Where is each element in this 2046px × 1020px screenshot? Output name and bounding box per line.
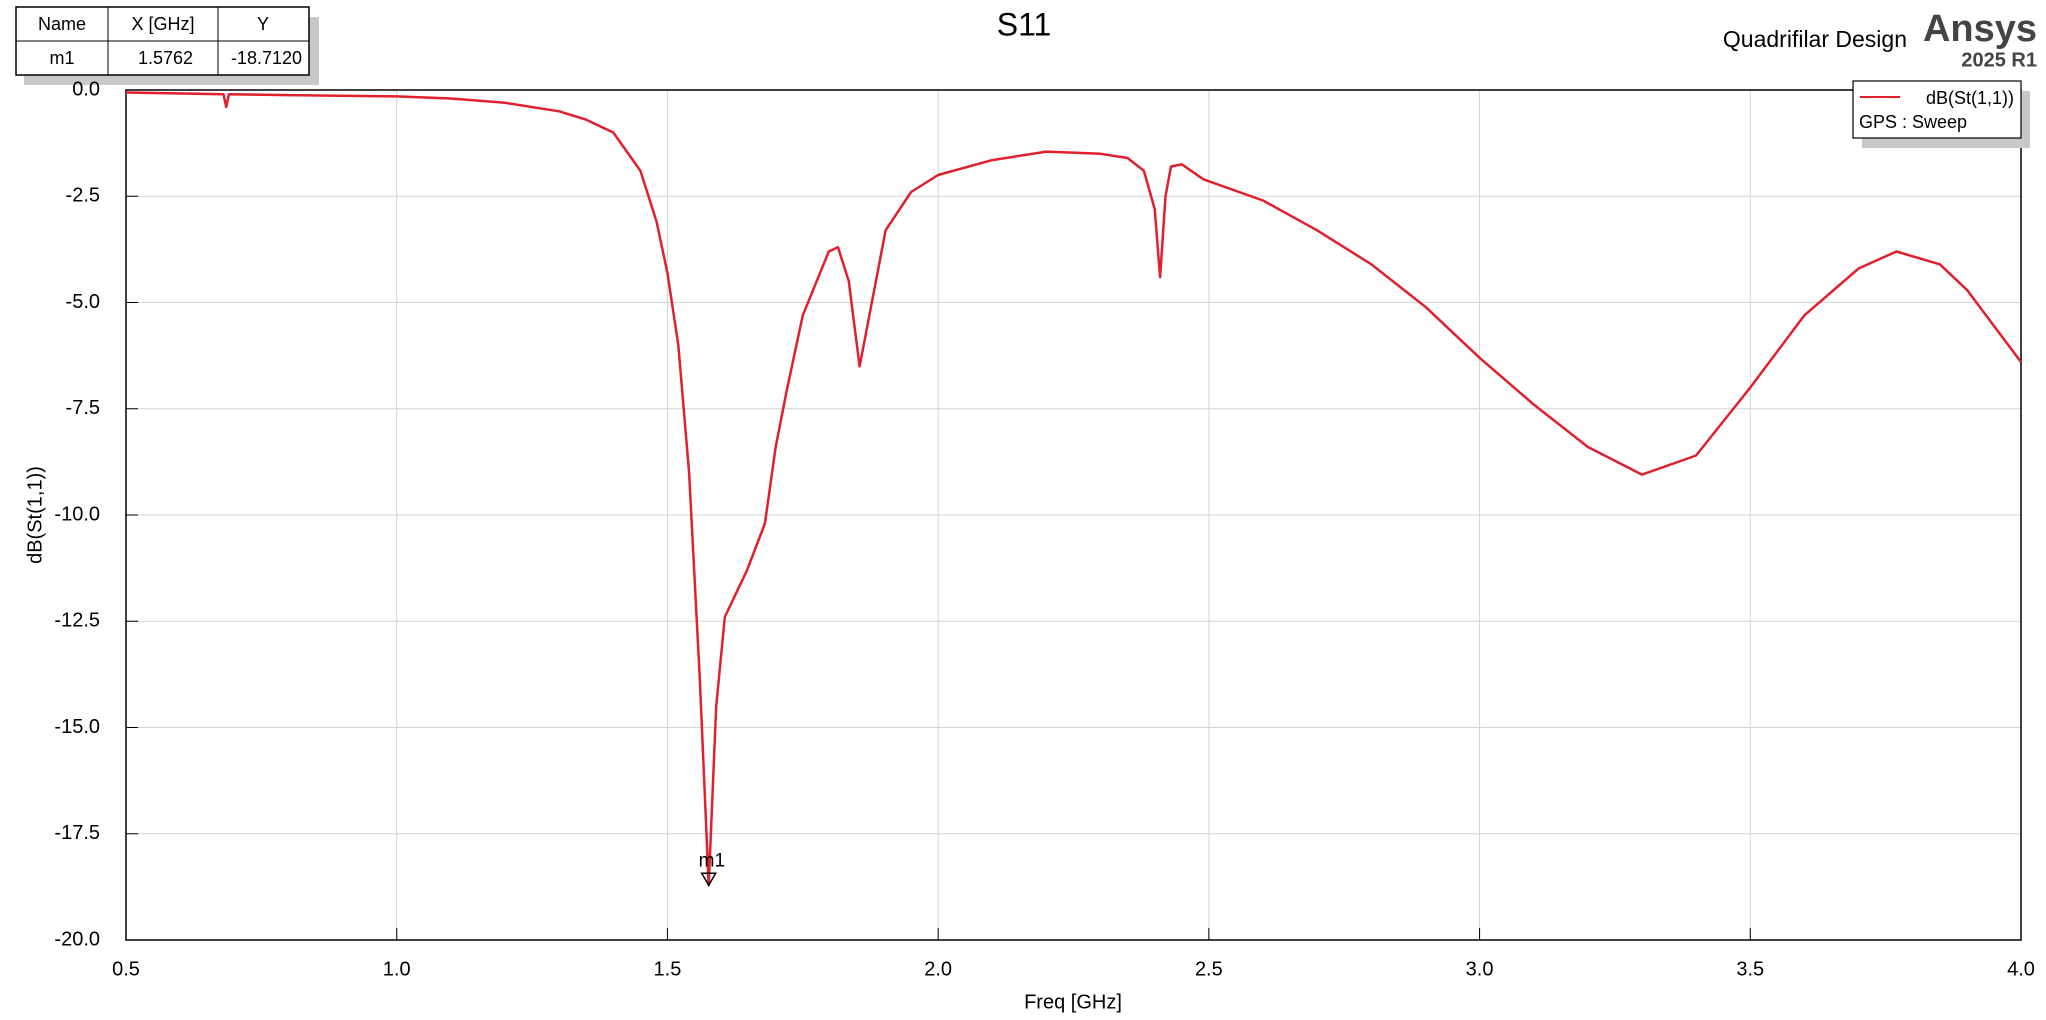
- marker: [700, 872, 717, 887]
- x-tick-label: 1.0: [383, 958, 411, 980]
- chart-title: S11: [997, 6, 1052, 42]
- x-axis-label: Freq [GHz]: [1024, 991, 1122, 1013]
- y-tick-label: -7.5: [66, 397, 100, 419]
- table-cell: m1: [49, 48, 74, 68]
- x-tick-label: 3.0: [1466, 958, 1494, 980]
- legend-label: dB(St(1,1)): [1926, 88, 2014, 108]
- y-tick-label: -12.5: [54, 610, 100, 632]
- legend: [1852, 80, 2022, 139]
- x-tick-label: 2.5: [1195, 958, 1223, 980]
- table-header: Y: [257, 14, 269, 34]
- table-header: Name: [38, 14, 86, 34]
- table-header: X [GHz]: [131, 14, 194, 34]
- y-axis-label: dB(St(1,1)): [24, 466, 46, 564]
- table-cell: 1.5762: [138, 48, 193, 68]
- marker-label: m1: [699, 850, 725, 871]
- y-tick-label: -10.0: [54, 503, 100, 525]
- x-tick-label: 4.0: [2007, 958, 2035, 980]
- plot-frame: [125, 89, 2022, 941]
- x-tick-label: 2.0: [924, 958, 952, 980]
- x-tick-label: 0.5: [112, 958, 140, 980]
- series-line: [125, 91, 2023, 887]
- y-tick-label: -2.5: [66, 185, 100, 207]
- brand: Ansys: [1923, 8, 2037, 50]
- y-tick-label: 0.0: [72, 78, 100, 100]
- x-tick-label: 1.5: [654, 958, 682, 980]
- x-tick-label: 3.5: [1736, 958, 1764, 980]
- y-tick-label: -5.0: [66, 291, 100, 313]
- y-tick-label: -15.0: [54, 716, 100, 738]
- legend-subtitle: GPS : Sweep: [1859, 112, 1967, 132]
- y-tick-label: -20.0: [54, 928, 100, 950]
- version: 2025 R1: [1961, 49, 2037, 71]
- y-tick-label: -17.5: [54, 822, 100, 844]
- design-name: Quadrifilar Design: [1723, 26, 1907, 52]
- table-cell: -18.7120: [231, 48, 302, 68]
